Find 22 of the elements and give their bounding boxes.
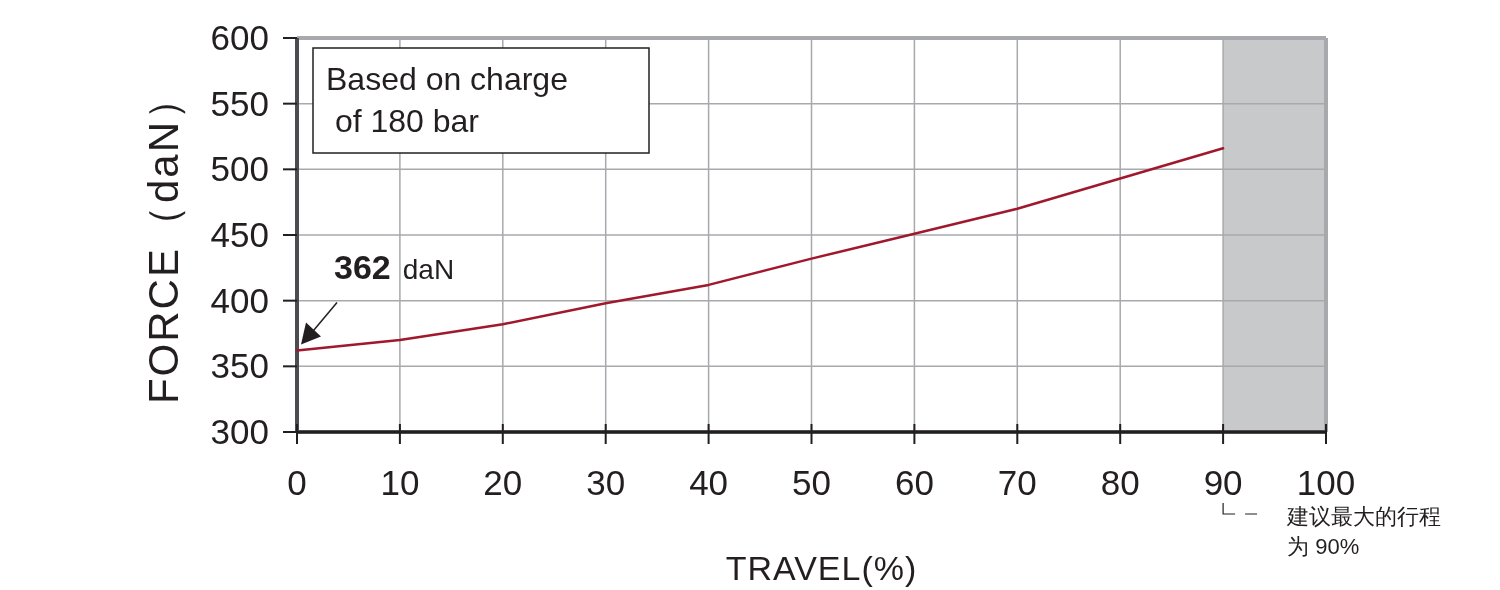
annotation: 362 daN (334, 247, 455, 286)
y-tick-label: 300 (210, 412, 269, 451)
y-tick-label: 550 (210, 83, 269, 123)
x-tick-label: 40 (689, 463, 729, 502)
y-tick-label: 400 (210, 280, 269, 320)
y-tick-label: 350 (210, 346, 269, 386)
x-tick-label: 60 (894, 463, 934, 502)
x-tick-label: 90 (1203, 463, 1243, 502)
y-axis-title: FORCE（daN） (140, 75, 187, 405)
x-tick-label: 100 (1296, 463, 1356, 502)
x-tick-label: 50 (792, 463, 831, 502)
x-tick-label: 70 (997, 463, 1037, 502)
annotation: Based on charge of 180 bar (326, 61, 568, 139)
x-tick-label: 80 (1100, 463, 1140, 502)
x-tick-label: 10 (380, 463, 420, 502)
x-tick-label: 20 (483, 463, 523, 502)
y-tick-label: 450 (210, 215, 269, 254)
x-tick-label: 0 (287, 463, 307, 502)
x-tick-label: 30 (586, 463, 626, 502)
y-tick-label: 500 (210, 149, 269, 189)
y-tick-label: 600 (210, 18, 269, 57)
x-axis-title: TRAVEL(%) (725, 549, 918, 587)
